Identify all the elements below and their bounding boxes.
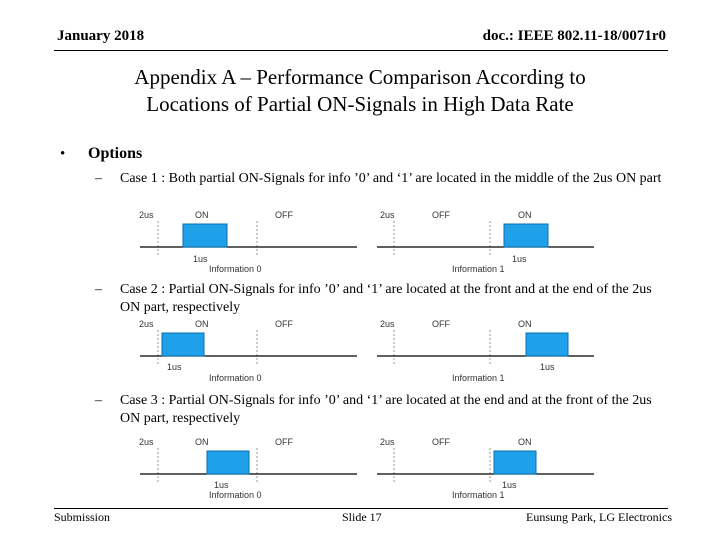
partial-on-pulse (525, 332, 569, 357)
case-1-diagram-info-0: 2us ON OFF 1us Information 0 (139, 210, 357, 274)
diagram-info-label: Information 0 (209, 264, 262, 274)
partial-on-pulse (161, 332, 205, 357)
dash-icon: – (95, 171, 102, 186)
diagram-label-1us: 1us (214, 480, 229, 490)
diagram-label-1us: 1us (167, 362, 182, 372)
case-2-diagram-info-0: 2us ON OFF 1us Information 0 (139, 319, 357, 383)
diagram-label-off: OFF (275, 437, 293, 447)
header-date: January 2018 (57, 28, 145, 44)
diagram-label-on: ON (195, 210, 209, 220)
slide-title: Appendix A – Performance Comparison Acco… (60, 64, 660, 118)
diagram-label-2us: 2us (139, 210, 154, 220)
partial-on-pulse (493, 450, 537, 475)
footer-submission: Submission (54, 510, 111, 524)
diagram-info-label: Information 1 (452, 490, 505, 500)
diagram-label-2us: 2us (380, 437, 395, 447)
partial-on-pulse (206, 450, 250, 475)
diagram-label-1us: 1us (512, 254, 527, 264)
footer-slide-number: Slide 17 (342, 510, 382, 524)
diagram-label-off: OFF (275, 319, 293, 329)
case-3-item: – Case 3 : Partial ON-Signals for info ’… (95, 392, 675, 428)
options-heading: Options (88, 145, 143, 162)
case-2-diagram-info-1: 2us OFF ON 1us Information 1 (377, 319, 594, 383)
diagram-label-2us: 2us (380, 210, 395, 220)
case-2-text: Case 2 : Partial ON-Signals for info ’0’… (120, 282, 652, 315)
diagram-label-on: ON (518, 210, 532, 220)
diagram-label-on: ON (518, 437, 532, 447)
case-3-text: Case 3 : Partial ON-Signals for info ’0’… (120, 393, 652, 426)
diagram-label-on: ON (195, 319, 209, 329)
footer-divider (54, 508, 668, 509)
diagram-info-label: Information 0 (209, 490, 262, 500)
case-1-diagram-info-1: 2us OFF ON 1us Information 1 (377, 210, 594, 274)
diagram-label-off: OFF (432, 319, 450, 329)
diagram-label-on: ON (518, 319, 532, 329)
header-doc-id: doc.: IEEE 802.11-18/0071r0 (482, 28, 666, 44)
case-1-text: Case 1 : Both partial ON-Signals for inf… (120, 171, 662, 186)
header-divider (54, 50, 668, 51)
diagram-info-label: Information 1 (452, 264, 505, 274)
dash-icon: – (95, 393, 102, 408)
partial-on-pulse (503, 223, 549, 248)
diagram-label-2us: 2us (139, 437, 154, 447)
diagram-label-1us: 1us (193, 254, 208, 264)
slide-title-line-1: Appendix A – Performance Comparison Acco… (134, 65, 586, 89)
diagram-label-off: OFF (275, 210, 293, 220)
case-1-item: – Case 1 : Both partial ON-Signals for i… (95, 170, 675, 188)
footer-author: Eunsung Park, LG Electronics (526, 510, 672, 524)
bullet-icon: • (60, 146, 66, 162)
dash-icon: – (95, 282, 102, 297)
diagram-label-1us: 1us (540, 362, 555, 372)
diagram-label-off: OFF (432, 437, 450, 447)
diagram-info-label: Information 0 (209, 373, 262, 383)
diagram-label-off: OFF (432, 210, 450, 220)
case-3-diagram-info-1: 2us OFF ON 1us Information 1 (377, 437, 594, 500)
case-3-diagram-info-0: 2us ON OFF 1us Information 0 (139, 437, 357, 500)
slide-title-line-2: Locations of Partial ON-Signals in High … (146, 92, 574, 116)
case-2-item: – Case 2 : Partial ON-Signals for info ’… (95, 281, 675, 317)
diagram-label-1us: 1us (502, 480, 517, 490)
diagram-label-2us: 2us (139, 319, 154, 329)
diagram-info-label: Information 1 (452, 373, 505, 383)
diagram-label-on: ON (195, 437, 209, 447)
partial-on-pulse (182, 223, 228, 248)
diagram-label-2us: 2us (380, 319, 395, 329)
